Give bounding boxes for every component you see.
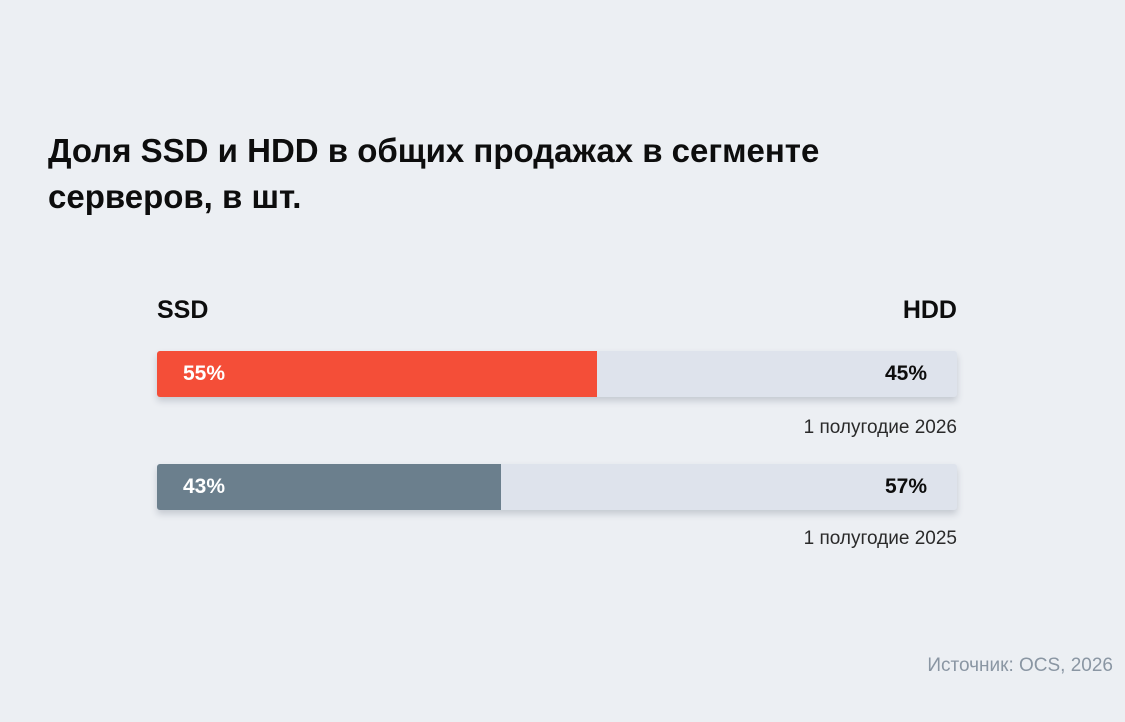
bar-track-2026: 55% 45% xyxy=(157,351,957,397)
bar-label-ssd-2026: 55% xyxy=(183,362,226,385)
period-label-2026: 1 полугодие 2026 xyxy=(803,417,957,438)
bar-ssd-2025 xyxy=(157,464,501,510)
legend-ssd: SSD xyxy=(157,296,209,324)
source-note: Источник: OCS, 2026 xyxy=(927,655,1113,676)
bar-ssd-2026 xyxy=(157,351,597,397)
period-label-2025: 1 полугодие 2025 xyxy=(803,528,957,549)
bar-label-ssd-2025: 43% xyxy=(183,475,226,498)
bar-label-hdd-2026: 45% xyxy=(884,362,927,385)
chart-title: Доля SSD и HDD в общих продажах в сегмен… xyxy=(48,132,820,215)
legend-hdd: HDD xyxy=(902,296,957,324)
bar-label-hdd-2025: 57% xyxy=(884,475,927,498)
bar-track-2025: 43% 57% xyxy=(157,464,957,510)
